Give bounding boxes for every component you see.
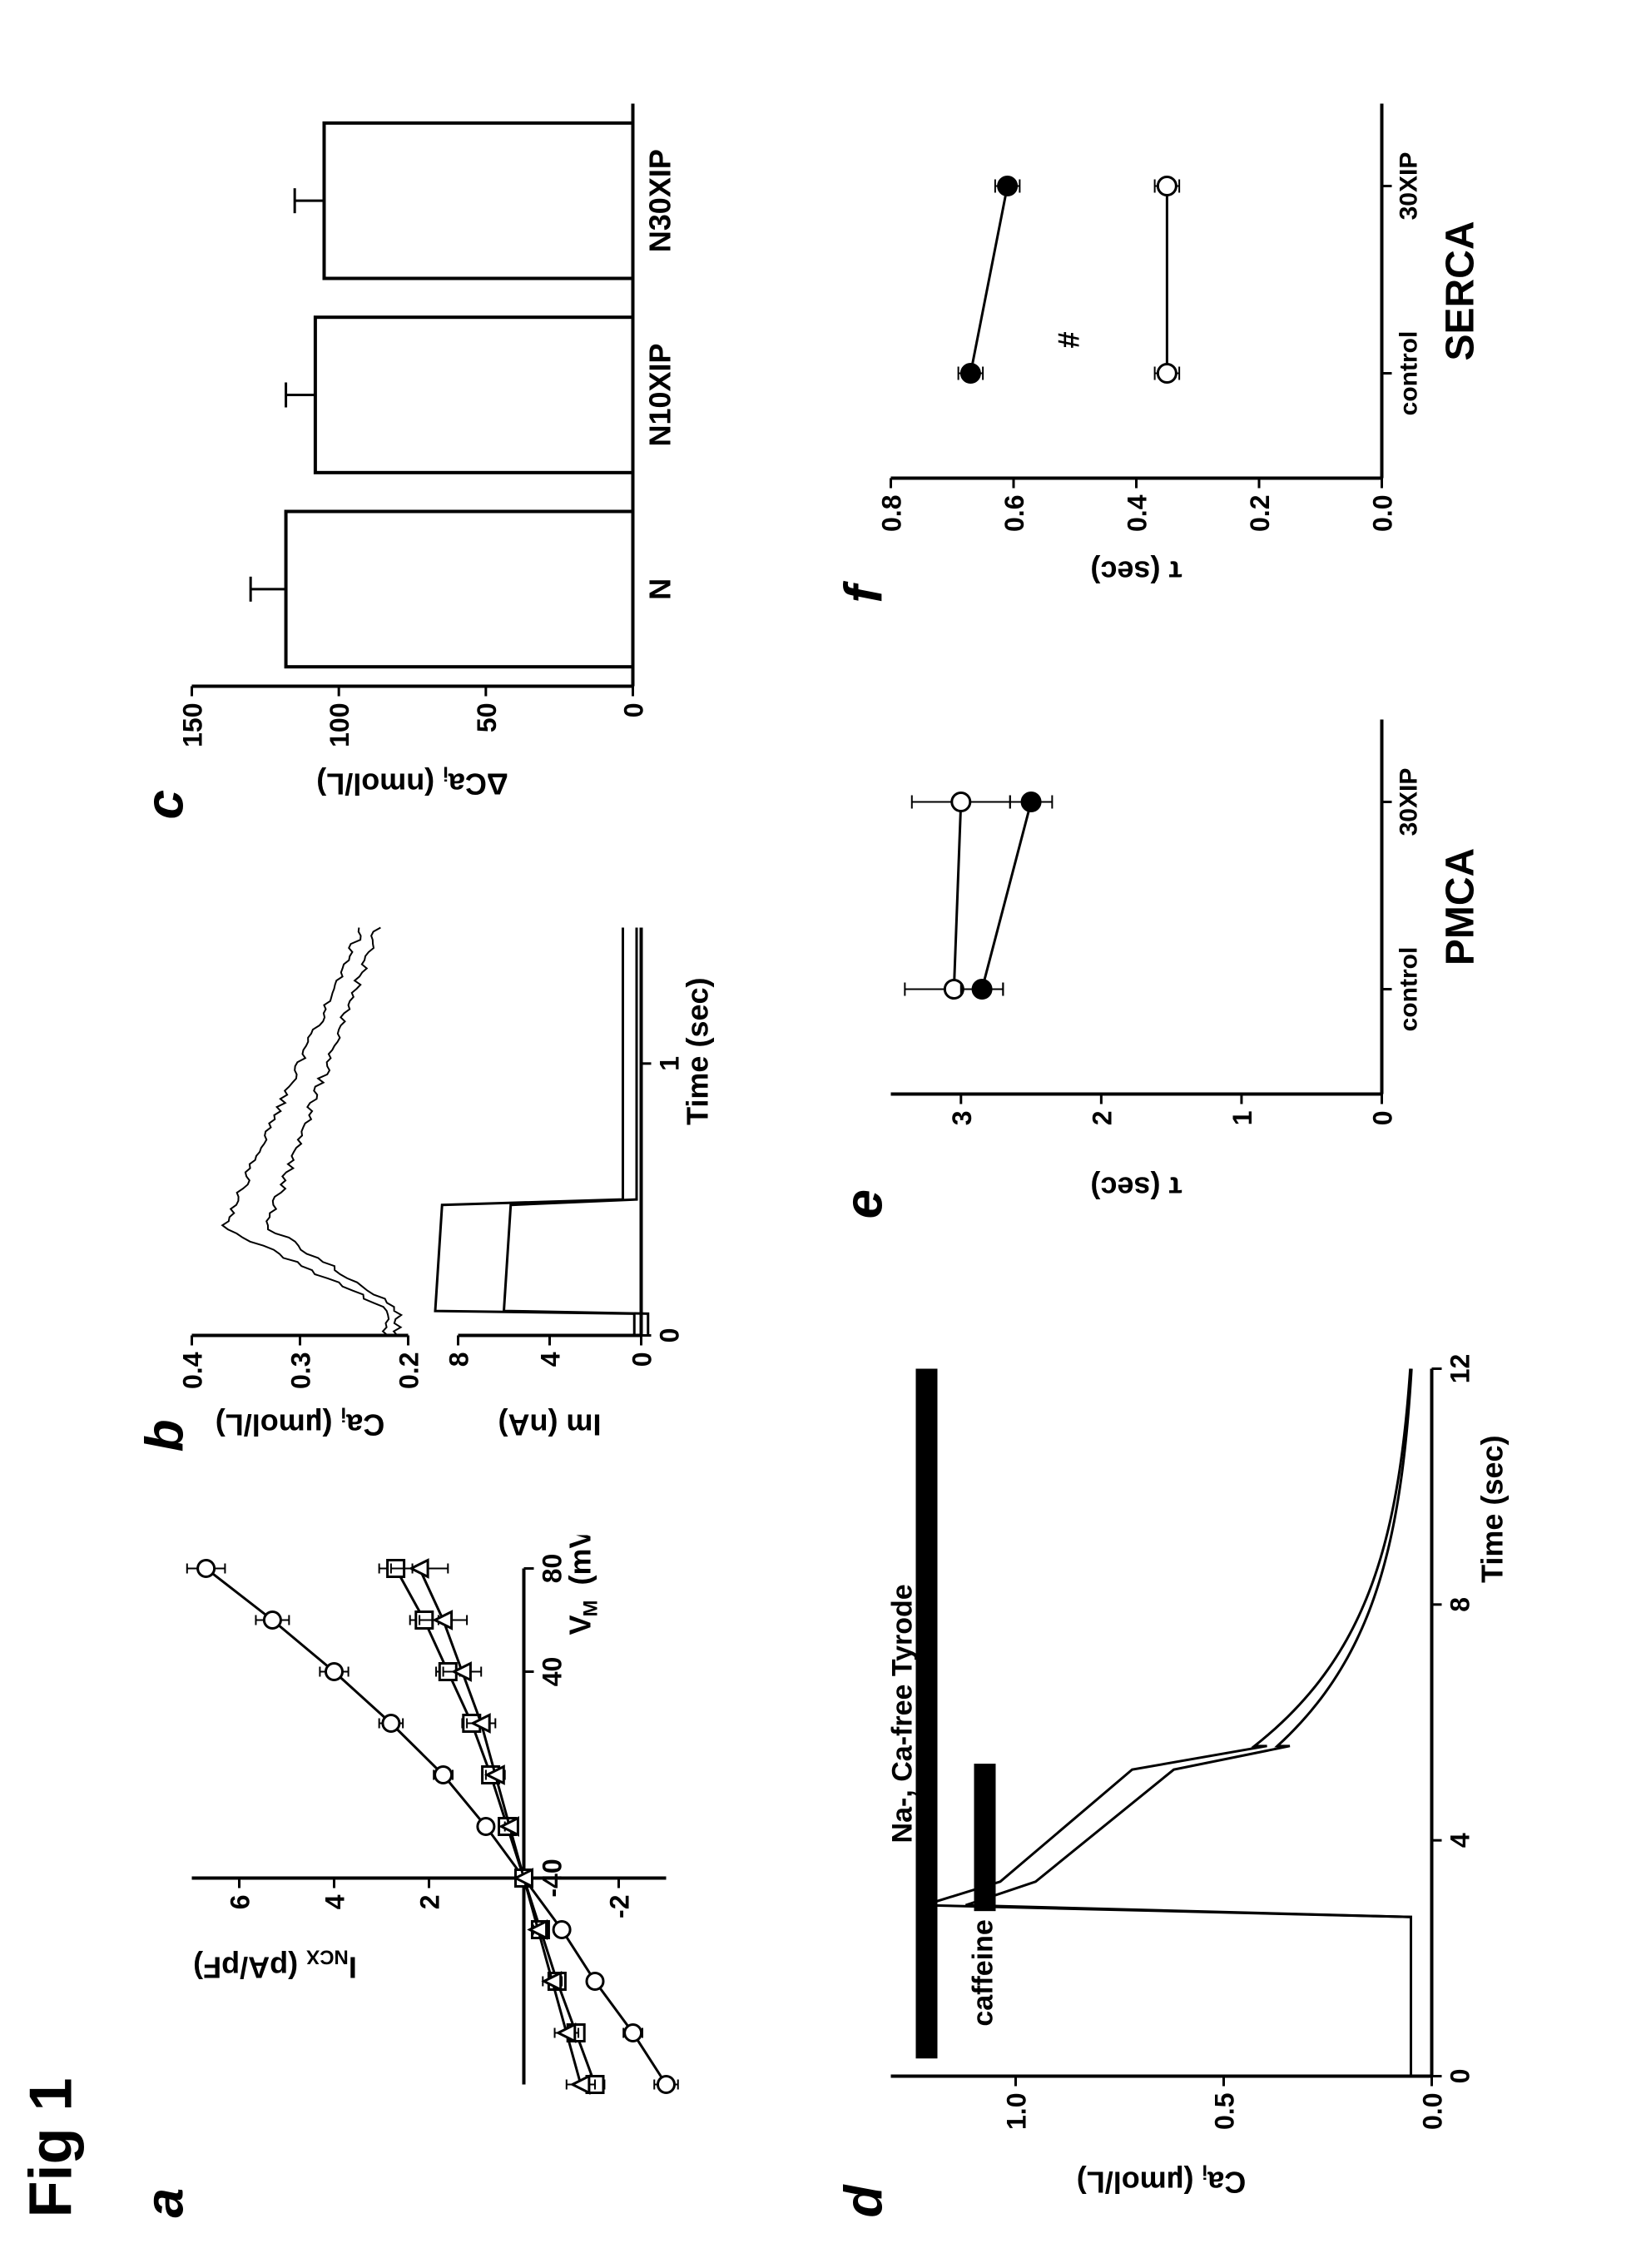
svg-text:caffeine: caffeine	[968, 1919, 999, 2027]
svg-text:0.8: 0.8	[877, 495, 907, 532]
svg-text:0.0: 0.0	[1418, 2093, 1448, 2130]
svg-text:0: 0	[1445, 2069, 1475, 2084]
svg-text:100: 100	[325, 703, 354, 747]
svg-text:4: 4	[1445, 1833, 1475, 1848]
panel-f-label: f	[833, 585, 895, 603]
svg-text:Cai (µmol/L): Cai (µmol/L)	[216, 1403, 384, 1442]
svg-text:8: 8	[1445, 1597, 1475, 1612]
svg-text:N10XIP: N10XIP	[643, 343, 677, 446]
svg-text:(mV): (mV)	[563, 1536, 597, 1586]
svg-text:-40: -40	[538, 1859, 568, 1897]
figure-container: Fig 1 a -404080-2246VM (mV)INCX (pA/pF) …	[1, 0, 1651, 2268]
panel-c-label: c	[134, 790, 196, 820]
svg-text:0.5: 0.5	[1210, 2093, 1240, 2130]
svg-text:0.0: 0.0	[1368, 495, 1398, 532]
svg-text:0: 0	[1368, 1111, 1398, 1126]
svg-text:τ (sec): τ (sec)	[1090, 555, 1182, 589]
svg-text:150: 150	[178, 703, 208, 747]
svg-text:4: 4	[320, 1894, 350, 1909]
panel-e: e 0 1 2 3 control 30XIP τ (sec) PMCA	[833, 687, 1515, 1219]
svg-text:3: 3	[947, 1111, 977, 1126]
svg-text:Time (sec): Time (sec)	[1475, 1436, 1510, 1583]
svg-text:SERCA: SERCA	[1439, 221, 1483, 360]
panel-d-label: d	[833, 2185, 895, 2217]
svg-text:N: N	[643, 578, 677, 600]
panel-d: d 0.0 0.5 1.0 0 4 8 12 Na-, Ca-free Tyrode caffe…	[833, 1336, 1515, 2218]
svg-text:INCX (pA/pF): INCX (pA/pF)	[193, 1946, 357, 1985]
svg-text:Im (nA): Im (nA)	[498, 1408, 602, 1442]
svg-text:0.2: 0.2	[1245, 495, 1275, 532]
svg-text:1.0: 1.0	[1002, 2093, 1032, 2130]
svg-text:0.4: 0.4	[178, 1352, 208, 1389]
panel-b-chart: 0.20.30.4Cai (µmol/L)04801Im (nA)Time (s…	[134, 903, 733, 1452]
svg-text:Na-, Ca-free Tyrode: Na-, Ca-free Tyrode	[887, 1584, 919, 1843]
panel-d-chart: 0.0 0.5 1.0 0 4 8 12 Na-, Ca-free Tyrode caffein…	[833, 1336, 1515, 2218]
svg-text:Cai (µmol/L): Cai (µmol/L)	[1077, 2161, 1246, 2200]
svg-text:control: control	[1396, 947, 1423, 1032]
svg-text:PMCA: PMCA	[1439, 848, 1483, 965]
panel-c: c 0 50 100 150 N N10XIP N30XIP ΔCai (nmol/L)	[134, 71, 733, 820]
panel-e-chart: 0 1 2 3 control 30XIP τ (sec) PMCA	[833, 687, 1515, 1219]
svg-text:30XIP: 30XIP	[1396, 152, 1423, 221]
svg-text:N30XIP: N30XIP	[643, 149, 677, 252]
svg-text:8: 8	[444, 1352, 474, 1367]
svg-text:0: 0	[627, 1352, 657, 1367]
panel-a-label: a	[134, 2188, 196, 2218]
svg-text:control: control	[1396, 331, 1423, 416]
panel-b: b 0.20.30.4Cai (µmol/L)04801Im (nA)Time …	[134, 903, 733, 1452]
panel-e-label: e	[833, 1189, 895, 1219]
svg-text:0.6: 0.6	[999, 495, 1029, 532]
svg-text:ΔCai (nmol/L): ΔCai (nmol/L)	[316, 762, 508, 801]
svg-text:V: V	[563, 1615, 597, 1635]
svg-text:6: 6	[226, 1895, 255, 1910]
svg-text:2: 2	[415, 1895, 445, 1910]
panel-a: a -404080-2246VM (mV)INCX (pA/pF)	[134, 1536, 733, 2218]
svg-text:-2: -2	[605, 1895, 635, 1918]
svg-text:#: #	[1051, 331, 1085, 348]
svg-text:M: M	[580, 1601, 602, 1617]
svg-text:4: 4	[536, 1352, 566, 1367]
svg-text:0: 0	[655, 1328, 685, 1343]
svg-text:30XIP: 30XIP	[1396, 768, 1423, 836]
svg-text:Time (sec): Time (sec)	[681, 978, 715, 1125]
svg-text:50: 50	[472, 703, 502, 733]
svg-text:0.2: 0.2	[394, 1352, 424, 1389]
panel-f: f 0.0 0.2 0.4 0.6 0.8 control 30XIP # τ (sec) SER…	[833, 71, 1515, 603]
svg-text:1: 1	[1227, 1111, 1257, 1126]
svg-text:τ (sec): τ (sec)	[1090, 1171, 1182, 1205]
svg-text:0: 0	[619, 703, 649, 718]
panel-c-chart: 0 50 100 150 N N10XIP N30XIP ΔCai (nmol/L)	[134, 71, 733, 820]
panel-a-chart: -404080-2246VM (mV)INCX (pA/pF)	[134, 1536, 733, 2218]
svg-text:0.4: 0.4	[1123, 494, 1153, 532]
svg-text:40: 40	[538, 1657, 568, 1687]
figure-title: Fig 1	[17, 2077, 86, 2217]
panel-f-chart: 0.0 0.2 0.4 0.6 0.8 control 30XIP # τ (sec) SERCA	[833, 71, 1515, 603]
svg-text:12: 12	[1445, 1354, 1475, 1384]
svg-text:0.3: 0.3	[286, 1352, 316, 1389]
panel-b-label: b	[134, 1419, 196, 1452]
svg-text:2: 2	[1087, 1111, 1117, 1126]
